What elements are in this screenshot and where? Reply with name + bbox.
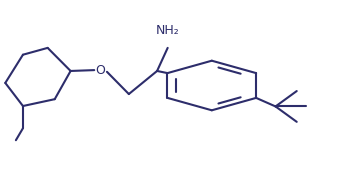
Text: O: O (96, 64, 106, 77)
Text: NH₂: NH₂ (156, 24, 180, 37)
